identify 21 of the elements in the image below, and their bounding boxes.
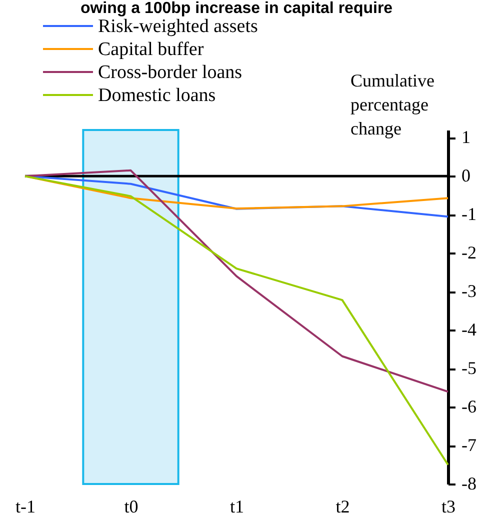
y-tick-label: -5 bbox=[462, 358, 476, 378]
y-tick-label: -4 bbox=[462, 320, 476, 340]
legend-label: Capital buffer bbox=[98, 39, 204, 60]
y-tick-label: -8 bbox=[462, 474, 476, 494]
y-tick-label: -2 bbox=[462, 242, 476, 263]
y-tick-label: 0 bbox=[462, 166, 470, 186]
y-tick-label: 1 bbox=[462, 127, 470, 148]
x-tick-label: t0 bbox=[124, 496, 138, 516]
y-tick-label: -3 bbox=[462, 281, 476, 302]
y-tick-label: -7 bbox=[462, 435, 476, 456]
y-tick-label: -1 bbox=[462, 204, 476, 224]
x-tick-label: t-1 bbox=[16, 496, 36, 516]
chart-title: owing a 100bp increase in capital require bbox=[80, 0, 393, 17]
legend-label: Cross-border loans bbox=[98, 62, 242, 83]
legend-label: Risk-weighted assets bbox=[98, 16, 258, 37]
legend-label: Domestic loans bbox=[98, 85, 216, 106]
y-tick-label: -6 bbox=[462, 396, 476, 417]
x-tick-label: t3 bbox=[441, 496, 456, 516]
y-axis-title: Cumulative percentage change bbox=[350, 70, 434, 138]
x-tick-label: t2 bbox=[336, 496, 350, 516]
x-tick-label: t1 bbox=[230, 496, 244, 516]
